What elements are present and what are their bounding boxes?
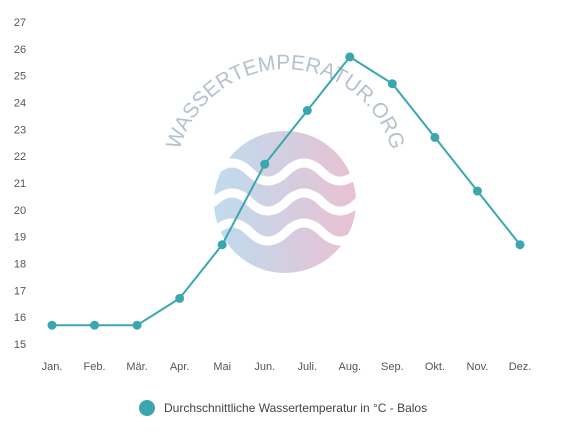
legend-label: Durchschnittliche Wassertemperatur in °C… [164,401,427,415]
y-tick-label: 21 [14,178,26,190]
data-point[interactable] [515,240,525,250]
watermark-wave-3 [209,218,363,246]
x-tick-label: Sep. [381,361,404,373]
y-tick-label: 25 [14,71,26,83]
y-tick-label: 26 [14,44,26,56]
series-line [52,55,521,327]
y-tick-label: 16 [14,312,26,324]
y-axis: 15 16 17 18 19 20 21 22 23 24 25 26 27 [14,17,26,351]
y-tick-label: 15 [14,339,26,351]
x-tick-label: Juli. [297,361,317,373]
x-tick-label: Apr. [170,361,190,373]
data-point[interactable] [47,320,57,330]
y-tick-label: 24 [14,98,26,110]
y-tick-label: 20 [14,205,26,217]
x-tick-label: Jan. [42,361,63,373]
x-tick-label: Mär. [126,361,147,373]
x-tick-label: Okt. [425,361,445,373]
y-tick-label: 23 [14,124,26,136]
legend: Durchschnittliche Wassertemperatur in °C… [139,400,427,416]
series-group [47,52,525,330]
x-tick-label: Aug. [338,361,361,373]
y-tick-label: 18 [14,259,26,271]
data-point[interactable] [302,106,312,116]
x-axis: Jan. Feb. Mär. Apr. Mai Jun. Juli. Aug. Sep. Okt.… [42,361,532,373]
y-tick-label: 19 [14,232,26,244]
y-tick-label: 27 [14,17,26,29]
watermark-wave-2 [209,188,363,216]
y-tick-label: 17 [14,285,26,297]
data-point[interactable] [132,320,142,330]
x-tick-label: Dez. [509,361,532,373]
data-point[interactable] [345,52,355,62]
data-point[interactable] [472,186,482,196]
data-point[interactable] [175,293,185,303]
x-tick-label: Jun. [254,361,275,373]
watermark-wave-1 [209,158,363,186]
x-tick-label: Mai [213,361,231,373]
data-point[interactable] [90,320,100,330]
x-tick-label: Nov. [467,361,489,373]
x-tick-label: Feb. [84,361,106,373]
data-point[interactable] [387,79,397,89]
data-point[interactable] [430,132,440,142]
y-tick-label: 22 [14,151,26,163]
legend-marker [139,400,155,416]
data-point[interactable] [217,240,227,250]
watermark-logo: WASSERTEMPERATUR.ORG [162,51,409,273]
data-point[interactable] [260,159,270,169]
